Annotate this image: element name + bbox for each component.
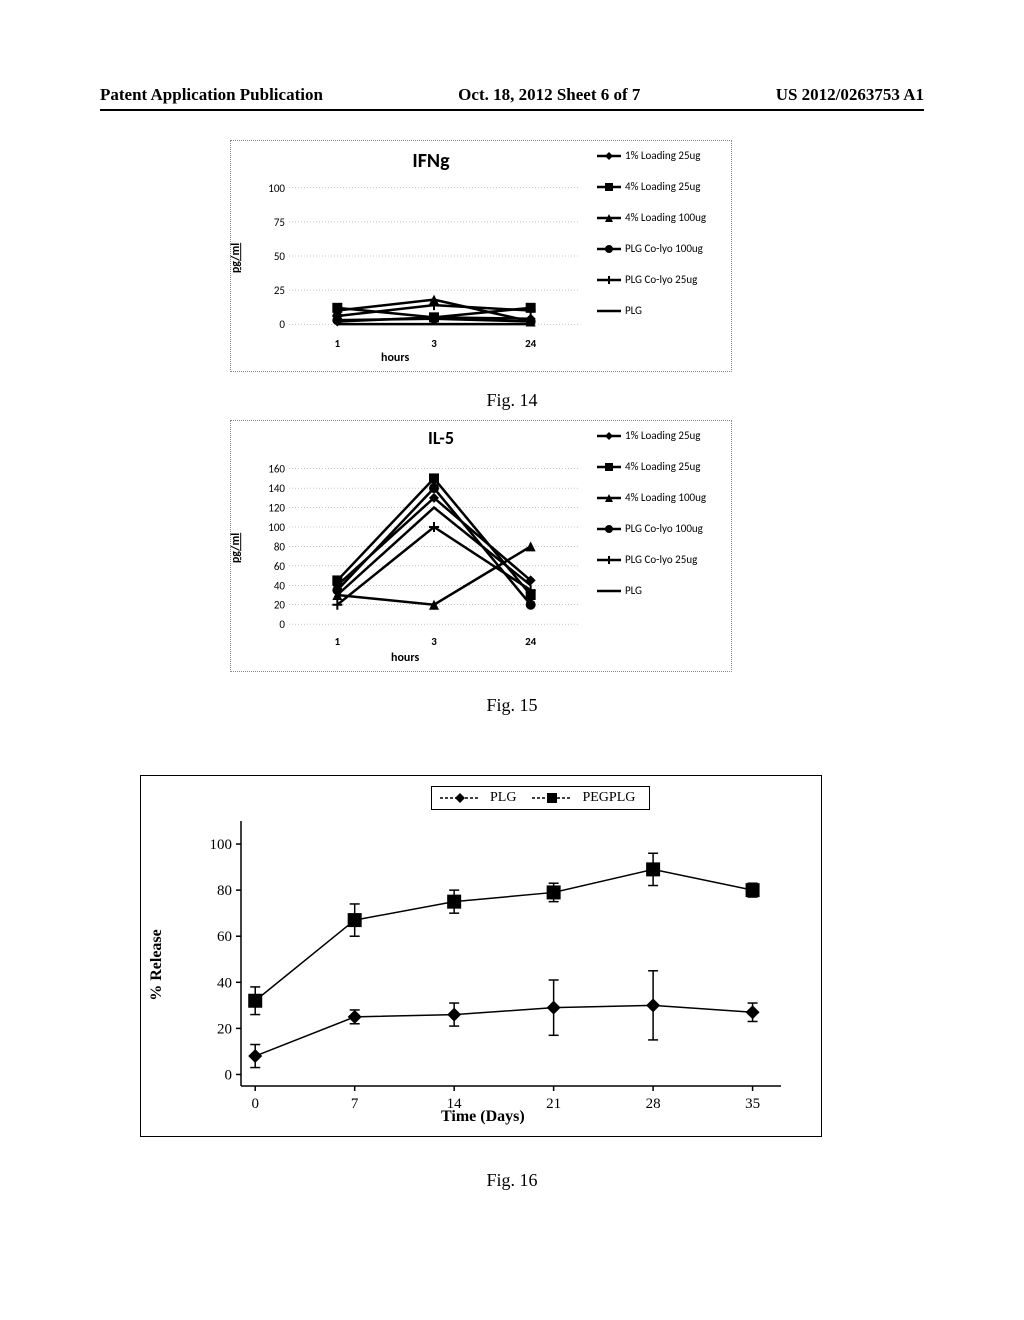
svg-text:3: 3 xyxy=(431,635,437,648)
header-center: Oct. 18, 2012 Sheet 6 of 7 xyxy=(458,85,640,105)
svg-text:100: 100 xyxy=(268,182,285,195)
chart-release-plot: 0 20 40 60 80 100 0 7 14 21 28 35 xyxy=(201,811,801,1121)
chart-release: PLGPEGPLG % Release Time (Days) 02040608… xyxy=(140,775,822,1137)
caption-fig16: Fig. 16 xyxy=(0,1170,1024,1191)
page-header: Patent Application Publication Oct. 18, … xyxy=(100,85,924,111)
chart-release-legend: PLGPEGPLG xyxy=(431,786,650,810)
svg-text:75: 75 xyxy=(274,216,285,229)
svg-text:0: 0 xyxy=(279,618,285,631)
chart-release-ylabel: % Release xyxy=(148,929,166,1001)
svg-text:35: 35 xyxy=(745,1096,760,1112)
svg-text:60: 60 xyxy=(274,560,286,573)
chart-ifng-legend: 1% Loading 25ug4% Loading 25ug4% Loading… xyxy=(597,149,725,335)
svg-text:80: 80 xyxy=(274,540,286,553)
svg-text:14: 14 xyxy=(447,1096,463,1112)
svg-text:40: 40 xyxy=(217,975,232,991)
header-left: Patent Application Publication xyxy=(100,85,323,105)
svg-text:100: 100 xyxy=(268,521,285,534)
svg-text:100: 100 xyxy=(210,837,233,853)
chart-il5: IL-5 pg/ml hours 02040608010012014016013… xyxy=(230,420,732,672)
svg-text:0: 0 xyxy=(279,318,285,331)
svg-text:50: 50 xyxy=(274,250,286,263)
chart-il5-legend: 1% Loading 25ug4% Loading 25ug4% Loading… xyxy=(597,429,725,615)
svg-text:80: 80 xyxy=(217,883,232,899)
svg-text:60: 60 xyxy=(217,929,232,945)
chart-il5-plot: 0 20 40 60 80 100 120 140 160 1 3 24 xyxy=(249,439,589,659)
svg-text:20: 20 xyxy=(274,599,286,612)
chart-il5-ylabel: pg/ml xyxy=(229,533,243,563)
svg-text:160: 160 xyxy=(268,463,285,476)
svg-text:140: 140 xyxy=(268,482,285,495)
header-right: US 2012/0263753 A1 xyxy=(776,85,924,105)
svg-text:1: 1 xyxy=(335,337,341,350)
svg-text:0: 0 xyxy=(225,1067,233,1083)
svg-text:28: 28 xyxy=(646,1096,661,1112)
chart-ifng-ylabel: pg/ml xyxy=(229,243,243,273)
caption-fig15: Fig. 15 xyxy=(0,695,1024,716)
svg-text:40: 40 xyxy=(274,579,286,592)
svg-text:3: 3 xyxy=(431,337,437,350)
chart-ifng-plot: 0 25 50 75 100 1 3 24 xyxy=(249,161,589,361)
svg-text:20: 20 xyxy=(217,1021,232,1037)
svg-text:7: 7 xyxy=(351,1096,359,1112)
svg-text:25: 25 xyxy=(274,284,285,297)
caption-fig14: Fig. 14 xyxy=(0,390,1024,411)
svg-text:0: 0 xyxy=(251,1096,258,1112)
svg-text:24: 24 xyxy=(525,337,537,350)
svg-text:120: 120 xyxy=(268,502,285,515)
chart-ifng: IFNg pg/ml hours 02550751001324 1% Loadi… xyxy=(230,140,732,372)
svg-text:21: 21 xyxy=(546,1096,561,1112)
svg-text:1: 1 xyxy=(335,635,341,648)
svg-text:24: 24 xyxy=(525,635,537,648)
